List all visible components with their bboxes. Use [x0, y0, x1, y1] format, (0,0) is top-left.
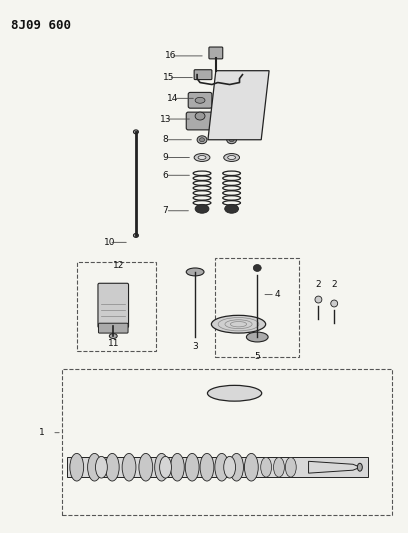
- Polygon shape: [308, 461, 358, 473]
- FancyBboxPatch shape: [218, 112, 246, 130]
- Text: 2: 2: [331, 280, 337, 289]
- Polygon shape: [208, 71, 269, 140]
- Ellipse shape: [357, 463, 362, 471]
- Ellipse shape: [197, 136, 207, 144]
- Ellipse shape: [139, 454, 153, 481]
- Ellipse shape: [195, 112, 205, 120]
- Ellipse shape: [198, 156, 206, 159]
- Text: 7: 7: [163, 206, 169, 215]
- Ellipse shape: [253, 264, 261, 271]
- FancyBboxPatch shape: [209, 47, 223, 59]
- Text: 4: 4: [274, 290, 280, 299]
- Ellipse shape: [215, 454, 228, 481]
- Ellipse shape: [207, 385, 262, 401]
- FancyBboxPatch shape: [186, 112, 214, 130]
- Ellipse shape: [122, 454, 136, 481]
- Ellipse shape: [133, 233, 138, 237]
- Text: 1: 1: [39, 428, 45, 437]
- Ellipse shape: [261, 457, 272, 477]
- Bar: [62, 369, 392, 514]
- Ellipse shape: [225, 204, 239, 213]
- FancyBboxPatch shape: [220, 92, 244, 108]
- Ellipse shape: [227, 112, 237, 120]
- Text: 10: 10: [104, 238, 115, 247]
- Ellipse shape: [331, 300, 338, 307]
- Text: 11: 11: [107, 340, 119, 349]
- Ellipse shape: [224, 154, 239, 161]
- Ellipse shape: [160, 456, 171, 478]
- FancyBboxPatch shape: [188, 92, 212, 108]
- Bar: [215, 258, 299, 357]
- Text: 6: 6: [163, 171, 169, 180]
- Text: 2: 2: [316, 280, 321, 289]
- Bar: [67, 457, 368, 477]
- Text: 8: 8: [163, 135, 169, 144]
- Ellipse shape: [109, 334, 117, 338]
- Ellipse shape: [211, 316, 266, 333]
- Ellipse shape: [70, 454, 84, 481]
- Ellipse shape: [195, 204, 209, 213]
- Ellipse shape: [200, 138, 204, 142]
- Ellipse shape: [315, 296, 322, 303]
- Ellipse shape: [224, 456, 235, 478]
- Ellipse shape: [273, 457, 284, 477]
- Ellipse shape: [185, 454, 199, 481]
- Ellipse shape: [285, 457, 296, 477]
- Text: 16: 16: [165, 51, 176, 60]
- Ellipse shape: [200, 454, 214, 481]
- Text: 12: 12: [113, 261, 124, 270]
- Ellipse shape: [227, 98, 237, 103]
- Text: 15: 15: [163, 73, 174, 82]
- FancyBboxPatch shape: [98, 323, 128, 333]
- Ellipse shape: [88, 454, 102, 481]
- Ellipse shape: [227, 136, 237, 144]
- Text: 14: 14: [167, 94, 178, 103]
- Ellipse shape: [194, 154, 210, 161]
- Ellipse shape: [246, 332, 268, 342]
- FancyBboxPatch shape: [194, 70, 212, 79]
- Bar: [77, 262, 156, 351]
- Text: 9: 9: [163, 153, 169, 162]
- Ellipse shape: [195, 98, 205, 103]
- Text: 3: 3: [192, 342, 198, 351]
- Ellipse shape: [244, 454, 258, 481]
- Ellipse shape: [230, 454, 244, 481]
- Ellipse shape: [105, 454, 119, 481]
- FancyBboxPatch shape: [98, 283, 129, 328]
- Ellipse shape: [228, 156, 235, 159]
- Ellipse shape: [133, 130, 138, 134]
- Ellipse shape: [95, 456, 107, 478]
- Text: 8J09 600: 8J09 600: [11, 19, 71, 33]
- Text: 13: 13: [160, 115, 171, 124]
- FancyBboxPatch shape: [227, 72, 244, 82]
- Text: 5: 5: [255, 352, 260, 361]
- Ellipse shape: [171, 454, 184, 481]
- Ellipse shape: [155, 454, 169, 481]
- Ellipse shape: [186, 268, 204, 276]
- Ellipse shape: [229, 138, 234, 142]
